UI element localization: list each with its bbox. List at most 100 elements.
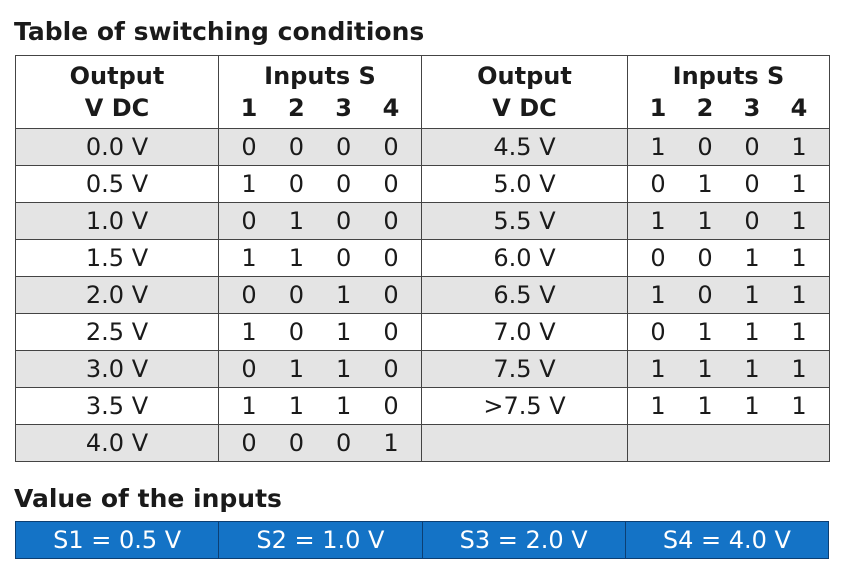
input-bit: 1 xyxy=(650,281,666,309)
header-inputs-right: Inputs S 1 2 3 4 xyxy=(627,55,830,129)
output-voltage-left: 0.5 V xyxy=(15,165,219,203)
header-bit: 2 xyxy=(696,94,714,122)
input-bit: 1 xyxy=(744,392,760,420)
input-bit: 0 xyxy=(383,281,399,309)
table-row: 3.0 V 0 1 1 0 7.5 V 1 1 1 1 xyxy=(15,350,830,388)
table-row: 2.5 V 1 0 1 0 7.0 V 0 1 1 1 xyxy=(15,313,830,351)
input-bit: 1 xyxy=(791,170,807,198)
input-bit: 1 xyxy=(791,355,807,383)
output-voltage-right: 5.0 V xyxy=(421,165,628,203)
input-bit: 1 xyxy=(791,207,807,235)
table-row: 1.5 V 1 1 0 0 6.0 V 0 0 1 1 xyxy=(15,239,830,277)
input-bit: 0 xyxy=(697,133,713,161)
input-bit: 0 xyxy=(383,133,399,161)
table-row: 0.5 V 1 0 0 0 5.0 V 0 1 0 1 xyxy=(15,165,830,203)
input-bits-right: 1 0 1 1 xyxy=(627,276,830,314)
input-bit: 1 xyxy=(650,355,666,383)
header-inputs-label: Inputs S xyxy=(672,62,785,90)
input-bits-left: 1 0 1 0 xyxy=(218,313,422,351)
header-bit: 1 xyxy=(649,94,667,122)
input-bit: 0 xyxy=(288,133,304,161)
input-value-s1: S1 = 0.5 V xyxy=(14,521,220,559)
input-bit: 0 xyxy=(383,318,399,346)
input-bits-left: 0 1 0 0 xyxy=(218,202,422,240)
input-bit: 1 xyxy=(288,392,304,420)
input-bit: 0 xyxy=(650,318,666,346)
input-bit: 1 xyxy=(336,355,352,383)
input-values-bar: S1 = 0.5 V S2 = 1.0 V S3 = 2.0 V S4 = 4.… xyxy=(14,521,830,559)
input-bits-left: 0 0 0 0 xyxy=(218,128,422,166)
input-bits-left: 0 0 0 1 xyxy=(218,424,422,462)
input-bit: 0 xyxy=(744,207,760,235)
input-bit: 1 xyxy=(697,392,713,420)
input-bit: 0 xyxy=(336,207,352,235)
input-bit: 1 xyxy=(336,392,352,420)
input-bits-right: 1 1 1 1 xyxy=(627,387,830,425)
header-bit: 3 xyxy=(335,94,352,122)
header-bit: 2 xyxy=(287,94,305,122)
input-bits-right: 1 1 0 1 xyxy=(627,202,830,240)
header-inputs-left: Inputs S 1 2 3 4 xyxy=(218,55,422,129)
header-bit: 4 xyxy=(382,94,400,122)
input-bit: 0 xyxy=(744,133,760,161)
input-value-s4: S4 = 4.0 V xyxy=(624,521,830,559)
switching-conditions-table: Output V DC Inputs S 1 2 3 4 Output V DC… xyxy=(15,55,830,462)
output-voltage-right: 6.5 V xyxy=(421,276,628,314)
table-row: 1.0 V 0 1 0 0 5.5 V 1 1 0 1 xyxy=(15,202,830,240)
input-bit: 0 xyxy=(383,244,399,272)
input-bit: 0 xyxy=(241,207,257,235)
table-row: 4.0 V 0 0 0 1 xyxy=(15,424,830,462)
input-bit: 0 xyxy=(650,244,666,272)
input-bit: 1 xyxy=(383,429,399,457)
input-bit: 1 xyxy=(241,244,257,272)
input-bit: 0 xyxy=(336,429,352,457)
header-bit: 1 xyxy=(240,94,258,122)
input-bit: 1 xyxy=(650,392,666,420)
input-bit: 0 xyxy=(241,355,257,383)
output-voltage-right xyxy=(421,424,628,462)
input-bits-left: 1 0 0 0 xyxy=(218,165,422,203)
input-bit: 0 xyxy=(383,170,399,198)
input-bit: 1 xyxy=(241,318,257,346)
input-bits-left: 0 1 1 0 xyxy=(218,350,422,388)
input-bit: 0 xyxy=(697,281,713,309)
header-output-left: Output V DC xyxy=(15,55,219,129)
input-bit: 1 xyxy=(241,392,257,420)
output-voltage-left: 4.0 V xyxy=(15,424,219,462)
input-bit: 1 xyxy=(650,133,666,161)
input-bits-right: 1 1 1 1 xyxy=(627,350,830,388)
input-bits-right: 0 0 1 1 xyxy=(627,239,830,277)
input-bit: 0 xyxy=(241,429,257,457)
input-bit: 1 xyxy=(288,244,304,272)
input-bit: 0 xyxy=(241,281,257,309)
header-bit: 4 xyxy=(790,94,808,122)
inputs-title: Value of the inputs xyxy=(14,484,282,513)
output-voltage-right: 7.0 V xyxy=(421,313,628,351)
table-row: 0.0 V 0 0 0 0 4.5 V 1 0 0 1 xyxy=(15,128,830,166)
input-bit: 0 xyxy=(288,281,304,309)
input-bit: 0 xyxy=(383,355,399,383)
output-voltage-right: 6.0 V xyxy=(421,239,628,277)
input-bit: 0 xyxy=(288,170,304,198)
header-inputs-label: Inputs S xyxy=(264,62,376,90)
header-output-label: Output xyxy=(69,62,165,90)
input-bit: 1 xyxy=(697,170,713,198)
input-value-s2: S2 = 1.0 V xyxy=(218,521,423,559)
table-row: 2.0 V 0 0 1 0 6.5 V 1 0 1 1 xyxy=(15,276,830,314)
output-voltage-left: 2.0 V xyxy=(15,276,219,314)
input-bit: 1 xyxy=(241,170,257,198)
input-bit: 1 xyxy=(791,281,807,309)
output-voltage-right: 5.5 V xyxy=(421,202,628,240)
table-title: Table of switching conditions xyxy=(14,17,425,46)
header-row: Output V DC Inputs S 1 2 3 4 Output V DC… xyxy=(15,55,830,129)
input-value-s3: S3 = 2.0 V xyxy=(421,521,626,559)
input-bit: 0 xyxy=(650,170,666,198)
output-voltage-left: 1.0 V xyxy=(15,202,219,240)
input-bit: 1 xyxy=(288,355,304,383)
input-bit: 1 xyxy=(336,318,352,346)
input-bits-right: 1 0 0 1 xyxy=(627,128,830,166)
output-voltage-right: >7.5 V xyxy=(421,387,628,425)
input-bit: 0 xyxy=(383,392,399,420)
input-bit: 0 xyxy=(336,133,352,161)
input-bit: 1 xyxy=(336,281,352,309)
